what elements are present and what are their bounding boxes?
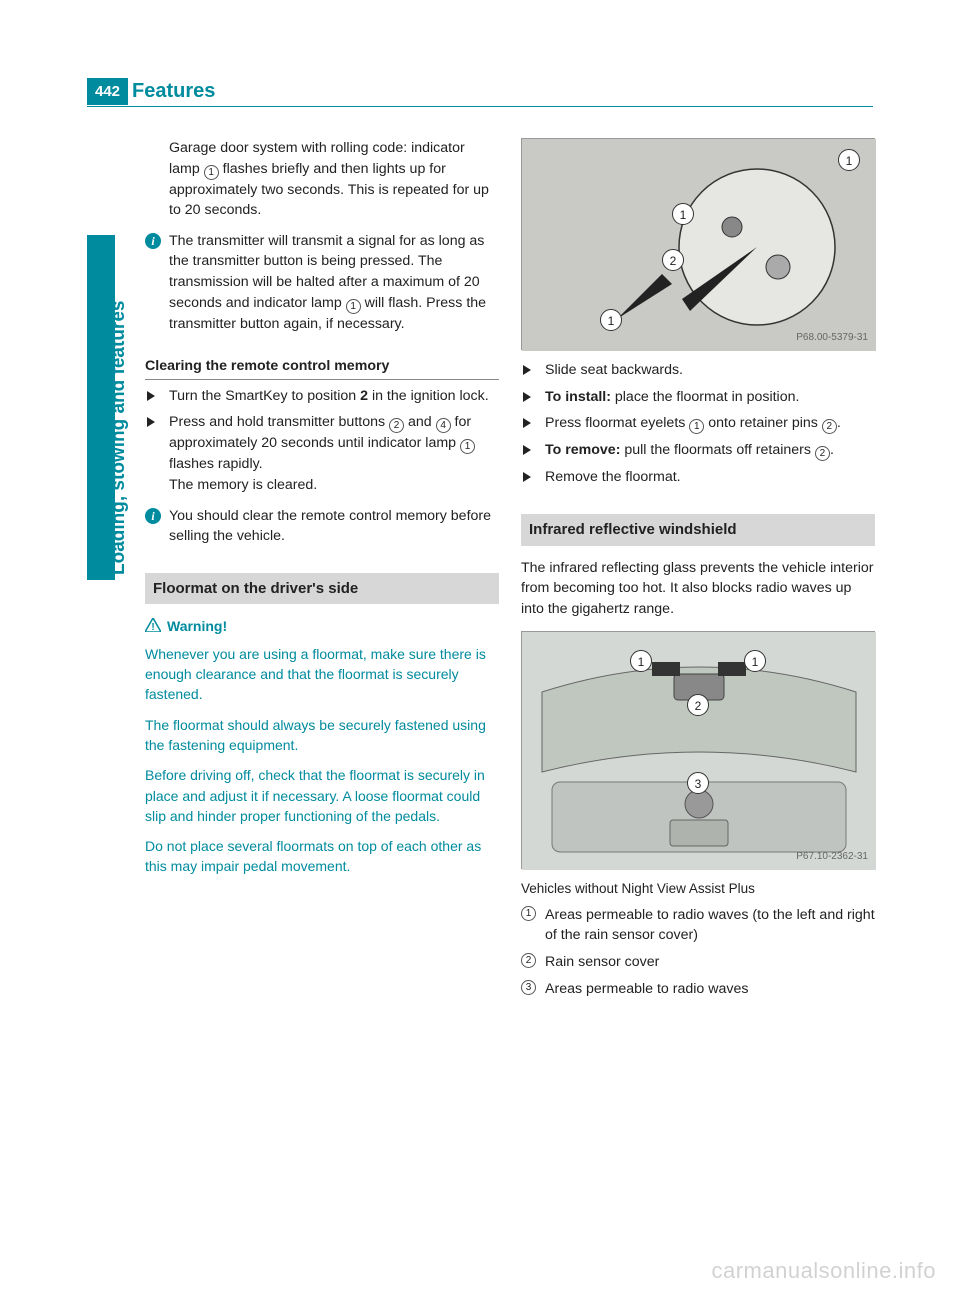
callout-1: 1: [600, 309, 622, 331]
legend-item-2: 2 Rain sensor cover: [521, 952, 875, 973]
legend-item-1: 1 Areas permeable to radio waves (to the…: [521, 905, 875, 946]
header-rule: [87, 106, 873, 107]
step-to-install: To install: place the floormat in positi…: [521, 387, 875, 408]
svg-text:!: !: [151, 622, 154, 632]
bullet-icon: [523, 392, 531, 402]
legend-3-icon: 3: [521, 980, 536, 995]
to-remove-label: To remove:: [545, 442, 620, 458]
bullet-icon: [523, 445, 531, 455]
watermark: carmanualsonline.info: [711, 1258, 936, 1284]
bullet-icon: [147, 417, 155, 427]
warning-icon: !: [145, 617, 161, 637]
callout-1-icon: 1: [346, 299, 361, 314]
figure-caption: Vehicles without Night View Assist Plus: [521, 879, 875, 899]
step-slide-seat: Slide seat backwards.: [521, 360, 875, 381]
step-press-hold: Press and hold transmitter buttons 2 and…: [145, 412, 499, 495]
section-floormat: Floormat on the driver's side: [145, 573, 499, 605]
info2-text: You should clear the remote control memo…: [169, 508, 491, 545]
callout-1: 1: [672, 203, 694, 225]
step-turn-key: Turn the SmartKey to position 2 in the i…: [145, 386, 499, 407]
info-note-2: i You should clear the remote control me…: [145, 506, 499, 547]
info-icon: i: [145, 508, 161, 524]
infrared-paragraph: The infrared reflecting glass prevents t…: [521, 558, 875, 620]
chapter-title: Features: [132, 80, 215, 103]
to-install-label: To install:: [545, 389, 611, 405]
callout-4-icon: 4: [436, 418, 451, 433]
callout-2-icon: 2: [389, 418, 404, 433]
warning-heading: ! Warning!: [145, 616, 499, 637]
memory-cleared-text: The memory is cleared.: [169, 477, 317, 493]
info-icon: i: [145, 233, 161, 249]
figure-windshield: 1 1 2 3 P67.10-2362-31: [521, 631, 875, 869]
section-infrared: Infrared reflective windshield: [521, 514, 875, 546]
callout-1-icon: 1: [689, 419, 704, 434]
bullet-icon: [523, 365, 531, 375]
warning-label: Warning!: [167, 618, 227, 634]
callout-1-icon: 1: [204, 165, 219, 180]
windshield-illustration: [522, 632, 876, 870]
warning-box: ! Warning! Whenever you are using a floo…: [145, 616, 499, 876]
legend-1-icon: 1: [521, 906, 536, 921]
step-press-eyelets: Press floormat eyelets 1 onto retainer p…: [521, 413, 875, 434]
warning-p2: The floormat should always be securely f…: [145, 715, 499, 756]
to-install-text: place the floormat in position.: [611, 389, 799, 405]
subheading-clearing: Clearing the remote control memory: [145, 356, 499, 380]
legend-1-text: Areas permeable to radio waves (to the l…: [545, 907, 875, 944]
figure-label-1: P68.00-5379-31: [796, 331, 868, 346]
bullet-icon: [523, 418, 531, 428]
remove-floormat-text: Remove the floormat.: [545, 469, 681, 485]
right-column: 1 1 2 1 P68.00-5379-31 Slide seat backwa…: [521, 138, 875, 999]
side-label: Loading, stowing and features: [108, 301, 130, 575]
legend-item-3: 3 Areas permeable to radio waves: [521, 979, 875, 1000]
callout-2-icon: 2: [815, 446, 830, 461]
warning-p1: Whenever you are using a floormat, make …: [145, 644, 499, 705]
warning-p4: Do not place several floormats on top of…: [145, 836, 499, 877]
bullet-icon: [523, 472, 531, 482]
bullet-icon: [147, 391, 155, 401]
callout-2-icon: 2: [822, 419, 837, 434]
legend-2-text: Rain sensor cover: [545, 954, 659, 970]
intro-paragraph: Garage door system with rolling code: in…: [145, 138, 499, 221]
page-number: 442: [87, 78, 128, 105]
floormat-illustration: [522, 139, 876, 351]
left-column: Garage door system with rolling code: in…: [145, 138, 499, 887]
legend-2-icon: 2: [521, 953, 536, 968]
figure-label-2: P67.10-2362-31: [796, 850, 868, 865]
legend-3-text: Areas permeable to radio waves: [545, 981, 748, 997]
warning-p3: Before driving off, check that the floor…: [145, 765, 499, 826]
step-to-remove: To remove: pull the floormats off retain…: [521, 440, 875, 461]
callout-2: 2: [662, 249, 684, 271]
callout-1-icon: 1: [460, 439, 475, 454]
figure-floormat: 1 1 2 1 P68.00-5379-31: [521, 138, 875, 350]
slide-seat-text: Slide seat backwards.: [545, 362, 683, 378]
step-remove-floormat: Remove the floormat.: [521, 467, 875, 488]
callout-1: 1: [838, 149, 860, 171]
info-note-1: i The transmitter will transmit a signal…: [145, 231, 499, 334]
